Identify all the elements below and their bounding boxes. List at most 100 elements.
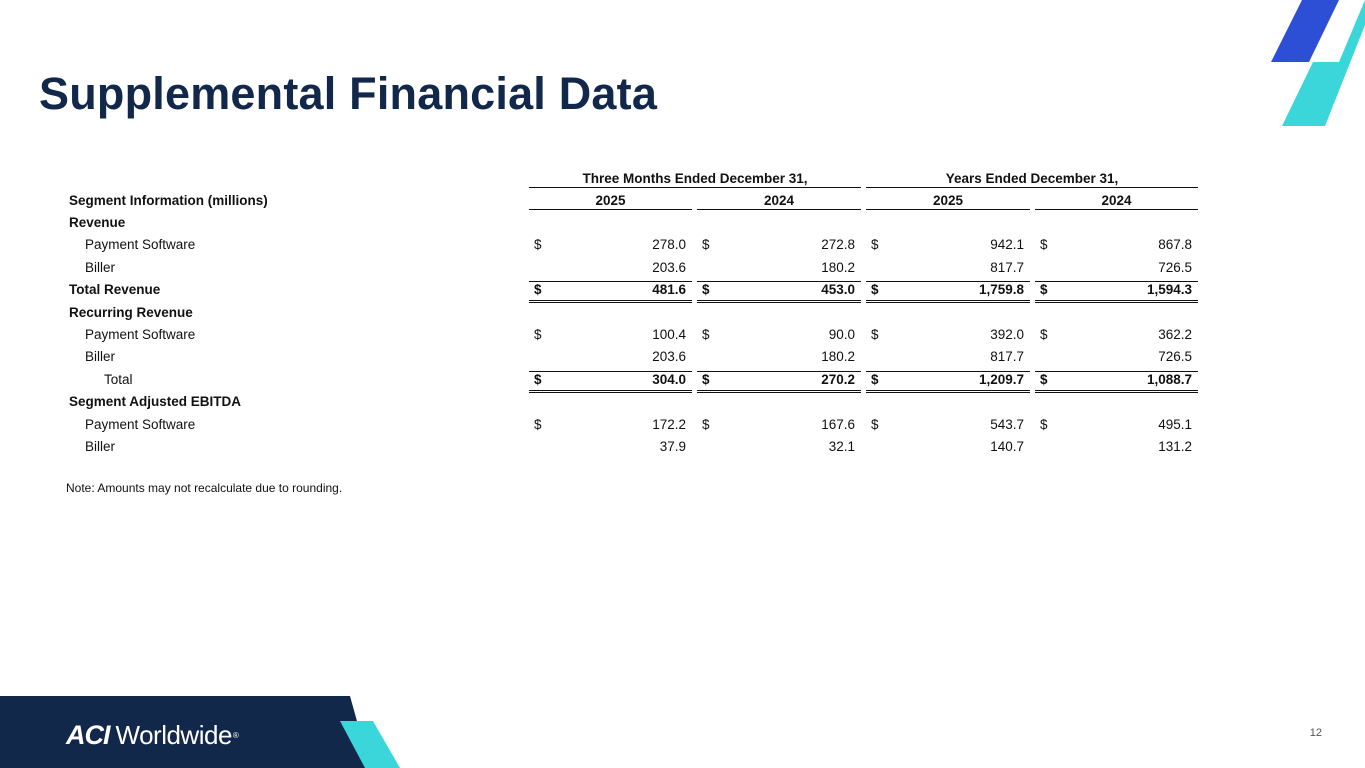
row-label: Recurring Revenue [69, 304, 193, 320]
table-cell-value: 453.0 [821, 282, 855, 298]
segment-info-label: Segment Information (millions) [69, 193, 268, 208]
table-cell-value: 37.9 [659, 439, 686, 454]
table-cell-value: 180.2 [821, 349, 855, 365]
table-cell-value: 180.2 [821, 259, 855, 275]
total-double-underline [697, 300, 861, 304]
currency-symbol: $ [871, 237, 879, 253]
currency-symbol: $ [534, 327, 542, 342]
currency-symbol: $ [702, 371, 710, 387]
currency-symbol: $ [702, 237, 710, 253]
currency-symbol: $ [534, 371, 542, 387]
year-header: 2024 [1101, 193, 1132, 208]
subtotal-underline [697, 281, 861, 283]
currency-symbol: $ [702, 416, 710, 432]
currency-symbol: $ [1040, 282, 1048, 298]
subtotal-underline [1035, 281, 1198, 283]
rounding-note: Note: Amounts may not recalculate due to… [66, 481, 343, 495]
page-title: Supplemental Financial Data [39, 68, 658, 119]
table-cell-value: 131.2 [1158, 439, 1192, 454]
table-cell-value: 1,759.8 [978, 282, 1024, 298]
currency-symbol: $ [702, 282, 710, 298]
table-cell-value: 278.0 [652, 237, 686, 253]
currency-symbol: $ [871, 327, 879, 342]
total-double-underline [529, 300, 692, 304]
currency-symbol: $ [1040, 237, 1048, 253]
row-label: Payment Software [85, 237, 196, 253]
total-double-underline [1035, 300, 1198, 304]
row-label: Total [104, 371, 133, 387]
table-cell-value: 32.1 [828, 439, 855, 454]
table-cell-value: 817.7 [990, 349, 1024, 365]
total-double-underline [866, 300, 1030, 304]
row-label: Biller [85, 259, 116, 275]
table-cell-value: 726.5 [1158, 259, 1192, 275]
row-label: Payment Software [85, 327, 196, 342]
year-header: 2024 [763, 193, 795, 208]
currency-symbol: $ [871, 371, 879, 387]
table-cell-value: 140.7 [990, 439, 1024, 454]
total-double-underline [697, 389, 861, 393]
subtotal-underline [529, 281, 692, 283]
table-cell-value: 495.1 [1158, 416, 1192, 432]
year-underline [697, 209, 861, 210]
table-cell-value: 272.8 [821, 237, 855, 253]
table-cell-value: 100.4 [652, 327, 686, 342]
year-header: 2025 [932, 193, 964, 208]
subtotal-underline [866, 281, 1030, 283]
group-underline [866, 187, 1198, 188]
subtotal-underline [866, 370, 1030, 372]
currency-symbol: $ [534, 237, 542, 253]
currency-symbol: $ [534, 282, 542, 298]
total-double-underline [529, 389, 692, 393]
table-cell-value: 167.6 [821, 416, 855, 432]
row-label: Segment Adjusted EBITDA [69, 394, 242, 410]
currency-symbol: $ [1040, 327, 1048, 342]
page-number: 12 [1309, 727, 1322, 739]
table-cell-value: 867.8 [1158, 237, 1192, 253]
table-cell-value: 392.0 [990, 327, 1024, 342]
group-header-three-months: Three Months Ended December 31, [582, 171, 808, 186]
row-label: Biller [85, 439, 116, 454]
group-underline [529, 187, 861, 188]
registered-mark: ® [232, 731, 239, 740]
year-underline [1035, 209, 1198, 210]
aci-worldwide-logo: ACI Worldwide ® [66, 720, 239, 751]
row-label: Total Revenue [69, 282, 161, 298]
table-cell-value: 1,594.3 [1146, 282, 1192, 298]
year-underline [866, 209, 1030, 210]
total-double-underline [866, 389, 1030, 393]
year-underline [529, 209, 692, 210]
currency-symbol: $ [871, 416, 879, 432]
currency-symbol: $ [1040, 371, 1048, 387]
table-cell-value: 203.6 [652, 349, 686, 365]
table-cell-value: 304.0 [652, 371, 686, 387]
row-label: Biller [85, 349, 116, 365]
currency-symbol: $ [702, 327, 710, 342]
table-cell-value: 543.7 [990, 416, 1024, 432]
currency-symbol: $ [871, 282, 879, 298]
brand-stripes-graphic [1271, 0, 1365, 126]
table-cell-value: 726.5 [1158, 349, 1192, 365]
table-cell-value: 1,088.7 [1146, 371, 1192, 387]
table-cell-value: 90.0 [828, 327, 855, 342]
currency-symbol: $ [1040, 416, 1048, 432]
table-cell-value: 270.2 [821, 371, 855, 387]
aci-logo-mark: ACI [66, 720, 110, 750]
table-cell-value: 481.6 [652, 282, 686, 298]
worldwide-wordmark: Worldwide [115, 720, 233, 750]
table-cell-value: 203.6 [652, 259, 686, 275]
table-cell-value: 817.7 [990, 259, 1024, 275]
segment-financial-table: Three Months Ended December 31, Years End… [69, 171, 1198, 454]
table-cell-value: 942.1 [990, 237, 1024, 253]
subtotal-underline [697, 370, 861, 372]
group-header-years: Years Ended December 31, [945, 171, 1119, 186]
table-cell-value: 172.2 [652, 416, 686, 432]
row-label: Revenue [69, 215, 126, 230]
total-double-underline [1035, 389, 1198, 393]
currency-symbol: $ [534, 416, 542, 432]
subtotal-underline [1035, 370, 1198, 372]
footer-band [0, 696, 400, 768]
subtotal-underline [529, 370, 692, 372]
row-label: Payment Software [85, 416, 196, 432]
year-header: 2025 [595, 193, 626, 208]
